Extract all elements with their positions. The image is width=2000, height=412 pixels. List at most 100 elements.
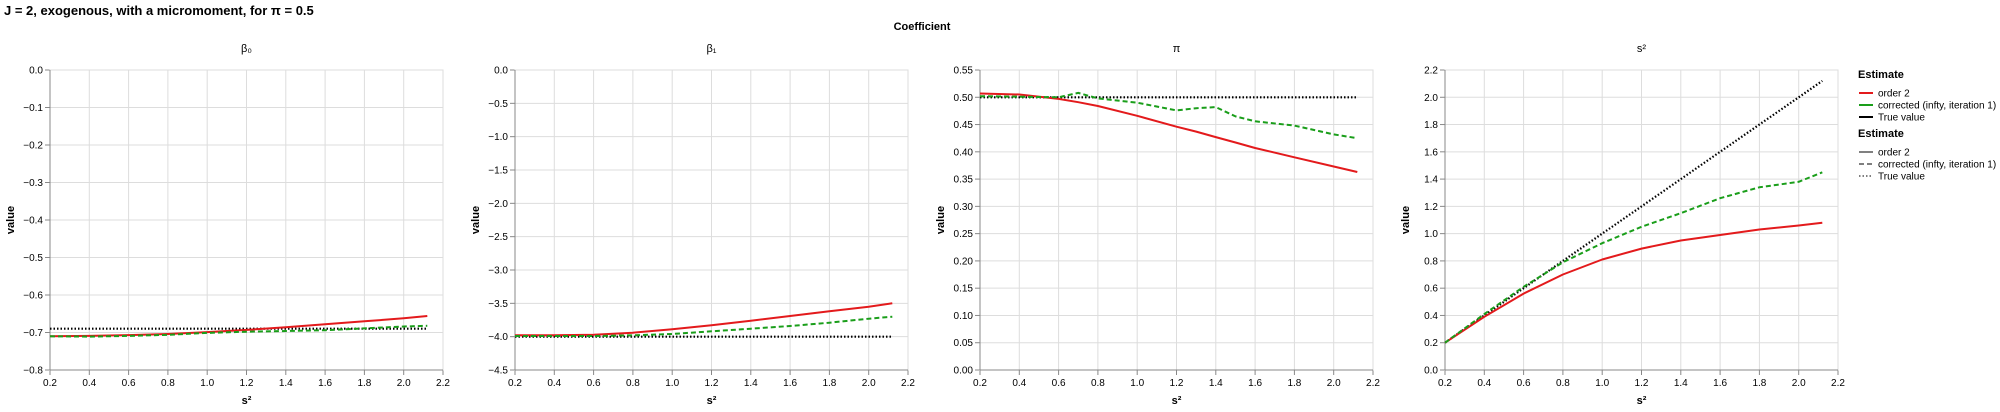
panel-title: β₀: [241, 43, 252, 55]
y-tick-label: 0.50: [954, 93, 974, 104]
legend-dash-label: order 2: [1878, 148, 1910, 159]
x-tick-label: 1.8: [357, 378, 371, 389]
y-tick-label: 1.4: [1424, 175, 1438, 186]
y-tick-label: −4.5: [488, 366, 508, 377]
y-tick-label: 0.25: [954, 229, 974, 240]
y-tick-label: 1.0: [1424, 229, 1438, 240]
panel-title: π: [1173, 43, 1181, 55]
series-line-corrected-infty-iteration-1: [515, 315, 893, 337]
y-tick-label: 0.05: [954, 338, 974, 349]
y-tick-label: 2.0: [1424, 93, 1438, 104]
y-axis-label: value: [935, 206, 947, 234]
main-title: J = 2, exogenous, with a micromoment, fo…: [4, 3, 314, 18]
series-line-true-value: [1444, 79, 1823, 344]
x-tick-label: 0.4: [547, 378, 561, 389]
x-tick-label: 1.8: [822, 378, 836, 389]
y-tick-label: −0.6: [23, 291, 43, 302]
legend-color-label: True value: [1878, 113, 1925, 124]
series-line-order-2: [979, 92, 1358, 173]
y-tick-label: 0.20: [954, 256, 974, 267]
y-tick-label: −3.0: [488, 266, 508, 277]
series-line-order-2: [1444, 221, 1823, 344]
y-tick-label: 0.40: [954, 147, 974, 158]
y-tick-label: −1.0: [488, 132, 508, 143]
x-tick-label: 0.2: [973, 378, 987, 389]
x-tick-label: 0.4: [1012, 378, 1026, 389]
y-tick-label: −0.2: [23, 141, 43, 152]
x-tick-label: 1.6: [318, 378, 332, 389]
y-tick-label: 1.8: [1424, 120, 1438, 131]
y-tick-label: 0.6: [1424, 284, 1438, 295]
x-tick-label: 0.8: [161, 378, 175, 389]
x-tick-label: 0.8: [626, 378, 640, 389]
y-tick-label: 0.15: [954, 284, 974, 295]
x-tick-label: 1.4: [1209, 378, 1223, 389]
x-tick-label: 1.4: [1674, 378, 1688, 389]
series-line-order-2: [515, 302, 893, 337]
y-tick-label: −4.0: [488, 332, 508, 343]
x-tick-label: 1.0: [200, 378, 214, 389]
y-tick-label: 0.0: [29, 66, 43, 77]
y-tick-label: −2.5: [488, 232, 508, 243]
x-tick-label: 1.2: [705, 378, 719, 389]
x-tick-label: 1.8: [1287, 378, 1301, 389]
y-axis-label: value: [470, 206, 482, 234]
y-tick-label: 1.2: [1424, 202, 1438, 213]
series-line-corrected-infty-iteration-1: [49, 324, 428, 338]
x-tick-label: 0.6: [1517, 378, 1531, 389]
series-line-order-2: [49, 315, 428, 338]
y-tick-label: 0.10: [954, 311, 974, 322]
y-tick-label: −0.4: [23, 216, 43, 227]
chart-panel-2: β₁ −4.5 −4.0 −3.5 −3.0 −2.5 −2.0 −1.5 −1.0 −0.5 0.…: [470, 43, 915, 407]
x-tick-label: 1.0: [1130, 378, 1144, 389]
y-axis-label: value: [1400, 206, 1412, 234]
y-tick-label: 0.55: [954, 66, 974, 77]
x-tick-label: 0.4: [1477, 378, 1491, 389]
legend-color-title: Estimate: [1858, 69, 1904, 81]
y-tick-label: 0.4: [1424, 311, 1438, 322]
x-tick-label: 0.8: [1091, 378, 1105, 389]
x-axis-label: s²: [707, 395, 717, 407]
chart-panel-1: β₀ −0.8 −0.7 −0.6 −0.5 −0.4 −0.3 −0.2 −0.1 0.0 0.2…: [5, 43, 450, 407]
x-tick-label: 0.2: [508, 378, 522, 389]
x-tick-label: 1.6: [1248, 378, 1262, 389]
x-tick-label: 1.2: [1635, 378, 1649, 389]
chart-panels: β₀−0.8−0.7−0.6−0.5−0.4−0.3−0.2−0.10.00.2…: [5, 43, 1845, 407]
legend-dash-label: True value: [1878, 172, 1925, 183]
x-tick-label: 1.2: [1170, 378, 1184, 389]
legend-dash-title: Estimate: [1858, 128, 1904, 140]
y-tick-label: −2.0: [488, 199, 508, 210]
facet-header: Coefficient: [894, 21, 951, 33]
x-axis-label: s²: [1637, 395, 1647, 407]
x-tick-label: 1.6: [1713, 378, 1727, 389]
y-tick-label: 1.6: [1424, 147, 1438, 158]
panel-title: β₁: [706, 43, 716, 55]
x-tick-label: 0.6: [122, 378, 136, 389]
x-tick-label: 0.6: [1052, 378, 1066, 389]
legend-dash-label: corrected (infty, iteration 1): [1878, 160, 1996, 171]
y-tick-label: 0.8: [1424, 256, 1438, 267]
x-tick-label: 0.8: [1556, 378, 1570, 389]
y-tick-label: −0.5: [488, 99, 508, 110]
y-tick-label: −0.1: [23, 103, 43, 114]
x-tick-label: 1.6: [783, 378, 797, 389]
x-tick-label: 1.4: [279, 378, 293, 389]
x-tick-label: 0.6: [587, 378, 601, 389]
y-tick-label: 0.0: [1424, 366, 1438, 377]
y-tick-label: 0.2: [1424, 338, 1438, 349]
x-tick-label: 0.2: [43, 378, 57, 389]
legend-color-label: order 2: [1878, 89, 1910, 100]
x-tick-label: 0.4: [82, 378, 96, 389]
series-line-corrected-infty-iteration-1: [979, 91, 1358, 140]
x-tick-label: 2.0: [1327, 378, 1341, 389]
y-tick-label: −0.3: [23, 178, 43, 189]
x-tick-label: 0.2: [1438, 378, 1452, 389]
x-tick-label: 2.0: [1792, 378, 1806, 389]
y-tick-label: −1.5: [488, 166, 508, 177]
series-line-corrected-infty-iteration-1: [1444, 171, 1823, 344]
x-tick-label: 2.2: [1366, 378, 1380, 389]
x-tick-label: 1.8: [1752, 378, 1766, 389]
